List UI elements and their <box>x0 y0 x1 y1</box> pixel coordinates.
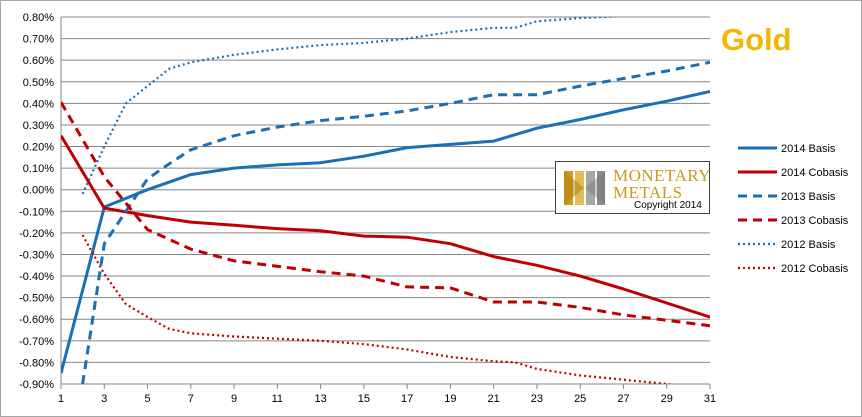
monetary-metals-logo: MONETARY METALS Copyright 2014 <box>555 161 712 214</box>
y-tick-label: 0.50% <box>23 77 54 89</box>
legend-label-2012-cobasis: 2012 Cobasis <box>781 263 849 275</box>
x-tick-label: 5 <box>144 393 150 405</box>
x-tick-label: 31 <box>704 393 716 405</box>
x-tick-label: 15 <box>358 393 370 405</box>
y-tick-label: -0.20% <box>19 228 54 240</box>
x-tick-label: 21 <box>488 393 500 405</box>
logo-mark-icon <box>560 165 608 211</box>
series-line-2014-basis <box>61 90 710 374</box>
x-tick-label: 9 <box>231 393 237 405</box>
series-line-2013-basis <box>81 60 710 384</box>
logo-name-line-2: METALS <box>613 183 683 202</box>
y-tick-label: 0.70% <box>23 34 54 46</box>
y-tick-label: -0.70% <box>19 336 54 348</box>
x-tick-label: 27 <box>617 393 629 405</box>
series-line-2012-cobasis <box>81 234 675 384</box>
x-tick-label: 7 <box>188 393 194 405</box>
series-line-2012-basis <box>81 17 624 195</box>
legend-label-2012-basis: 2012 Basis <box>781 239 836 251</box>
y-tick-label: -0.50% <box>19 293 54 305</box>
y-tick-label: -0.90% <box>19 379 54 391</box>
x-tick-label: 11 <box>272 393 283 405</box>
x-tick-label: 25 <box>574 393 586 405</box>
series-line-2013-cobasis <box>61 101 710 328</box>
x-tick-label: 13 <box>314 393 326 405</box>
y-tick-label: -0.30% <box>19 249 54 261</box>
copyright-text: Copyright 2014 <box>634 200 702 211</box>
y-tick-label: 0.10% <box>23 163 54 175</box>
legend-label-2013-basis: 2013 Basis <box>781 191 836 203</box>
series-lines <box>61 17 710 384</box>
y-tick-label: 0.80% <box>23 12 54 24</box>
x-tick-label: 29 <box>661 393 673 405</box>
x-axis-tick-labels: 1 3 5 7 9 11 13 15 17 19 21 23 25 27 29 31 <box>58 393 716 405</box>
x-tick-label: 19 <box>444 393 456 405</box>
legend: 2014 Basis 2014 Cobasis 2013 Basis 2013 Cob… <box>738 143 849 275</box>
axes <box>60 17 711 389</box>
x-tick-label: 3 <box>101 393 107 405</box>
legend-label-2013-cobasis: 2013 Cobasis <box>781 215 849 227</box>
x-tick-label: 23 <box>531 393 543 405</box>
legend-label-2014-cobasis: 2014 Cobasis <box>781 167 849 179</box>
y-tick-label: 0.60% <box>23 55 54 67</box>
y-tick-label: -0.40% <box>19 271 54 283</box>
x-tick-label: 1 <box>58 393 64 405</box>
x-tick-label: 17 <box>401 393 413 405</box>
y-tick-label: -0.60% <box>19 314 54 326</box>
y-axis-tick-labels: 0.80% 0.70% 0.60% 0.50% 0.40% 0.30% 0.20% 0.10%… <box>19 12 54 391</box>
y-tick-label: -0.80% <box>19 357 54 369</box>
chart-title: Gold <box>721 22 792 57</box>
y-tick-label: -0.10% <box>19 206 54 218</box>
logo-name-line-1: MONETARY <box>613 166 712 185</box>
y-tick-label: 0.20% <box>23 142 54 154</box>
y-tick-label: 0.30% <box>23 120 54 132</box>
y-tick-label: 0.40% <box>23 98 54 110</box>
series-line-2014-cobasis <box>61 134 710 319</box>
legend-label-2014-basis: 2014 Basis <box>781 143 836 155</box>
y-tick-label: 0.00% <box>23 185 54 197</box>
